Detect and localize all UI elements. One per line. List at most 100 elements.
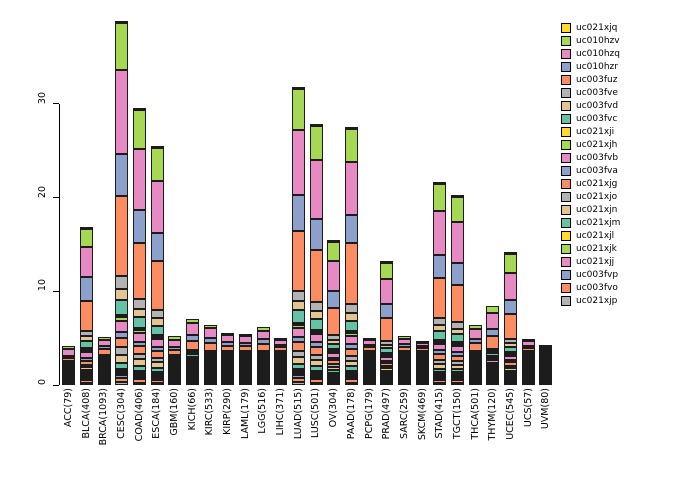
bar-segment-uc021xjh: [274, 359, 288, 361]
bar-segment-uc003fve: [539, 353, 553, 355]
bar-segment-uc021xjm: [186, 371, 200, 373]
bar-segment-uc003fvc: [97, 359, 111, 361]
bar-segment-uc010hzq: [309, 160, 323, 219]
bar-segment-uc021xjh: [150, 337, 164, 340]
bar-segment-uc003fvd: [97, 357, 111, 359]
bar-segment-uc003fvp: [186, 379, 200, 381]
bar-segment-uc021xji: [80, 348, 93, 351]
bar-segment-uc003fvp: [504, 379, 518, 381]
bar-segment-uc003fvc: [133, 317, 147, 329]
x-tick-slot: LUSC(501): [307, 388, 325, 478]
bar-LAML(179): [239, 10, 253, 385]
bar-segment-uc021xjq: [451, 195, 465, 198]
bar-segment-uc010hzq: [239, 336, 253, 343]
bar-slot: [484, 10, 502, 385]
bar-segment-uc010hzr: [168, 346, 182, 350]
bar-segment-uc021xjk: [486, 375, 500, 377]
bar-segment-uc021xjj: [97, 377, 111, 379]
bar-segment-uc003fvd: [150, 318, 164, 326]
bar-LUAD(515): [292, 10, 306, 385]
legend-entry: uc021xjn: [561, 204, 697, 216]
bar-LIHC(371): [274, 10, 288, 385]
bar-segment-uc021xjn: [468, 369, 482, 371]
x-tick-label: SARC(259): [398, 388, 410, 440]
bar-segment-uc021xjm: [62, 377, 76, 379]
bar-segment-uc021xjq: [327, 240, 341, 243]
x-tick-label: LUAD(515): [292, 388, 304, 440]
bar-segment-uc021xjp: [362, 383, 376, 385]
bar-segment-uc003fvd: [186, 352, 200, 355]
x-tick-slot: TGCT(150): [449, 388, 467, 478]
bar-segment-uc010hzq: [433, 210, 447, 255]
bar-segment-uc003fva: [221, 363, 235, 365]
bar-segment-uc003fvd: [539, 355, 553, 357]
bar-segment-uc021xjq: [345, 126, 359, 129]
bar-segment-uc003fve: [80, 330, 93, 337]
legend-swatch-uc003fvd: [561, 101, 571, 111]
bar-segment-uc003fvp: [115, 374, 129, 378]
bar-segment-uc021xjm: [380, 371, 394, 373]
bar-segment-uc021xjo: [274, 367, 288, 369]
bar-segment-uc021xjh: [97, 361, 111, 363]
bar-segment-uc003fvp: [133, 376, 147, 379]
bar-segment-uc003fvc: [221, 355, 235, 357]
bar-segment-uc021xjk: [451, 374, 465, 377]
bar-slot: [131, 10, 149, 385]
bar-segment-uc021xjp: [486, 383, 500, 385]
bar-segment-uc021xjk: [239, 375, 253, 377]
bar-segment-uc010hzq: [539, 347, 553, 349]
x-tick-slot: COAD(406): [131, 388, 149, 478]
bar-slot: [378, 10, 396, 385]
bar-segment-uc003fvd: [327, 339, 341, 344]
bar-segment-uc021xjj: [451, 376, 465, 379]
bar-ESCA(184): [150, 10, 164, 385]
bar-segment-uc003fva: [486, 362, 500, 365]
bar-segment-uc021xjo: [415, 367, 429, 369]
bar-segment-uc021xjp: [539, 383, 553, 385]
bar-slot: [466, 10, 484, 385]
x-tick-label: COAD(406): [133, 388, 145, 442]
bar-segment-uc010hzq: [292, 129, 306, 196]
legend-entry: uc021xjl: [561, 230, 697, 242]
bar-segment-uc021xjj: [468, 377, 482, 379]
x-tick-label: OV(304): [328, 388, 340, 428]
x-tick-label: LUSC(501): [310, 388, 322, 438]
bar-segment-uc003fva: [521, 363, 535, 365]
bar-slot: [307, 10, 325, 385]
bar-segment-uc003fve: [309, 302, 323, 311]
bar-segment-uc010hzv: [309, 125, 323, 161]
bar-segment-uc021xjn: [115, 354, 129, 364]
bar-segment-uc021xjp: [239, 383, 253, 385]
legend-label: uc021xjg: [576, 178, 618, 189]
legend-swatch-uc021xjn: [561, 205, 571, 215]
x-tick-label: BRCA(1093): [98, 388, 110, 446]
bar-segment-uc003fuz: [468, 343, 482, 351]
bar-segment-uc003fvc: [504, 346, 518, 352]
bar-segment-uc021xjj: [345, 374, 359, 377]
bar-segment-uc021xjm: [451, 369, 465, 373]
bar-segment-uc003fvo: [345, 378, 359, 383]
bar-segment-uc021xjj: [150, 375, 164, 378]
bar-segment-uc003fvb: [186, 360, 200, 363]
bar-segment-uc021xjl: [521, 373, 535, 375]
bar-segment-uc003fvd: [203, 353, 217, 355]
bar-segment-uc003fvo: [539, 381, 553, 383]
legend-entry: uc021xjg: [561, 178, 697, 190]
bar-segment-uc003fuz: [345, 242, 359, 304]
legend-entry: uc003fuz: [561, 74, 697, 86]
bar-segment-uc010hzr: [451, 262, 465, 285]
bar-segment-uc021xjk: [274, 375, 288, 377]
bar-segment-uc003fuz: [539, 351, 553, 353]
y-tick-label: 0: [37, 379, 48, 386]
y-tick-mark: [53, 384, 59, 386]
bar-segment-uc003fvp: [521, 379, 535, 381]
bar-segment-uc021xjo: [168, 369, 182, 371]
bar-segment-uc003fvp: [62, 379, 76, 381]
bar-segment-uc010hzr: [292, 195, 306, 231]
bar-segment-uc003fvo: [451, 380, 465, 383]
bar-segment-uc021xjh: [345, 333, 359, 336]
bar-slot: [290, 10, 308, 385]
bar-segment-uc010hzq: [415, 342, 429, 347]
x-tick-label: SKCM(469): [416, 388, 428, 441]
bar-segment-uc010hzq: [504, 272, 518, 300]
